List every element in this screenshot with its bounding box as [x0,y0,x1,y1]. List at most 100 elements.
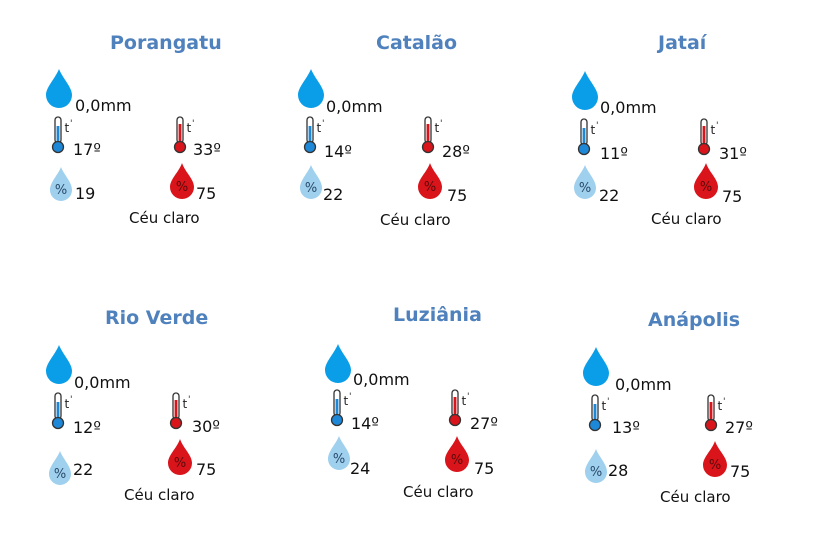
city-name: Luziânia [393,304,482,326]
svg-text:%: % [55,183,67,198]
svg-text:t: t [187,121,192,135]
svg-text:%: % [709,458,721,473]
svg-text:t: t [462,394,467,408]
svg-text:t: t [435,121,440,135]
raindrop-icon [46,345,72,384]
raindrop-icon [572,71,598,110]
city-card-4: Rio Verde 0,0mm t ' 12º t ' 30º % 22 [45,304,285,504]
humidity-low-icon: % [50,167,72,201]
rain-value: 0,0mm [74,373,131,392]
thermometer-hot-icon: t ' [173,116,194,154]
svg-text:': ' [467,392,469,402]
humidity-low-icon: % [328,436,350,470]
humidity-min-value: 22 [599,186,620,205]
svg-text:': ' [716,121,718,131]
svg-text:t: t [65,121,70,135]
temp-min-value: 12º [73,418,101,437]
thermometer-hot-icon: t ' [421,116,442,154]
thermometer-hot-icon: t ' [448,389,469,427]
city-card-5: Luziânia 0,0mm t ' 14º t ' 27º % 24 [324,301,564,501]
city-name: Anápolis [648,309,741,331]
humidity-high-icon: % [418,163,442,199]
svg-text:%: % [451,453,463,468]
temp-min-value: 14º [324,142,352,161]
humidity-max-value: 75 [196,184,217,203]
temp-min-value: 17º [73,140,101,159]
svg-text:': ' [70,395,72,405]
thermometer-cold-icon: t ' [51,392,72,430]
svg-text:t: t [317,121,322,135]
svg-text:t: t [711,123,716,137]
svg-text:': ' [70,119,72,129]
thermometer-cold-icon: t ' [588,394,609,432]
rain-value: 0,0mm [75,96,132,115]
raindrop-icon [325,344,351,383]
svg-text:': ' [349,392,351,402]
thermometer-hot-icon: t ' [704,394,725,432]
temp-max-value: 31º [719,144,747,163]
svg-text:t: t [591,123,596,137]
city-name: Porangatu [110,32,222,54]
humidity-low-icon: % [300,165,322,199]
humidity-high-icon: % [170,163,194,199]
svg-text:': ' [440,119,442,129]
temp-min-value: 11º [600,144,628,163]
city-name: Rio Verde [105,307,209,329]
svg-text:%: % [590,465,602,480]
raindrop-icon [298,69,324,108]
svg-text:t: t [183,397,188,411]
humidity-high-icon: % [703,441,727,477]
raindrop-icon [583,347,609,386]
svg-text:': ' [607,397,609,407]
svg-text:t: t [65,397,70,411]
humidity-max-value: 75 [722,187,743,206]
city-card-6: Anápolis 0,0mm t ' 13º t ' 27º % 28 [582,306,822,506]
thermometer-cold-icon: t ' [51,116,72,154]
sky-condition: Céu claro [660,488,731,506]
thermometer-cold-icon: t ' [303,116,324,154]
svg-text:': ' [723,397,725,407]
humidity-max-value: 75 [447,186,468,205]
svg-text:%: % [333,452,345,467]
rain-value: 0,0mm [326,97,383,116]
humidity-min-value: 19 [75,184,96,203]
svg-text:': ' [322,119,324,129]
humidity-high-icon: % [168,439,192,475]
sky-condition: Céu claro [129,209,200,227]
humidity-min-value: 22 [323,185,344,204]
thermometer-hot-icon: t ' [697,118,718,156]
svg-text:%: % [176,180,188,195]
sky-condition: Céu claro [380,211,451,229]
sky-condition: Céu claro [651,210,722,228]
thermometer-cold-icon: t ' [577,118,598,156]
rain-value: 0,0mm [600,98,657,117]
temp-max-value: 33º [193,140,221,159]
rain-value: 0,0mm [353,370,410,389]
city-card-1: Porangatu 0,0mm t ' 17º t ' 33º % 19 [45,28,285,228]
humidity-min-value: 22 [73,460,94,479]
svg-text:%: % [174,456,186,471]
svg-text:%: % [54,467,66,482]
humidity-low-icon: % [49,451,71,485]
temp-max-value: 27º [725,418,753,437]
sky-condition: Céu claro [403,483,474,501]
svg-text:%: % [700,180,712,195]
humidity-high-icon: % [694,163,718,199]
city-card-3: Jataí 0,0mm t ' 11º t ' 31º % 22 % [571,28,811,228]
humidity-low-icon: % [585,449,607,483]
raindrop-icon [46,69,72,108]
city-name: Jataí [658,32,707,54]
humidity-max-value: 75 [196,460,217,479]
thermometer-cold-icon: t ' [330,389,351,427]
svg-text:%: % [424,180,436,195]
humidity-min-value: 24 [350,459,371,478]
svg-text:t: t [344,394,349,408]
humidity-low-icon: % [574,165,596,199]
temp-max-value: 30º [192,417,220,436]
temp-min-value: 13º [612,418,640,437]
humidity-max-value: 75 [730,462,751,481]
humidity-max-value: 75 [474,459,495,478]
svg-text:': ' [192,119,194,129]
svg-text:': ' [596,121,598,131]
humidity-min-value: 28 [608,461,629,480]
